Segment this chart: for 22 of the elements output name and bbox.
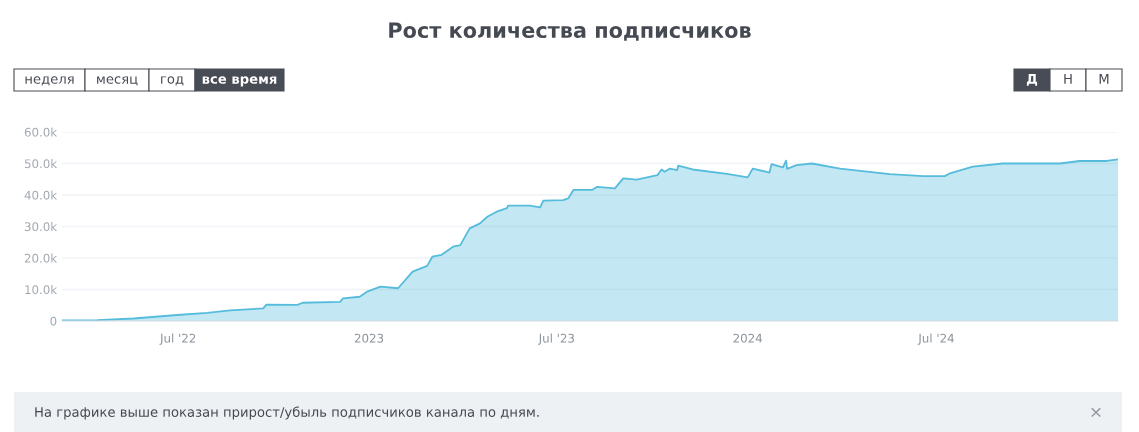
- x-tick-label: Jul '24: [917, 333, 954, 345]
- chart-title: Рост количества подписчиков: [389, 22, 751, 41]
- text: Д: [1026, 74, 1038, 86]
- x-tick-label: Jul '22: [159, 333, 196, 345]
- text: все время: [202, 76, 277, 87]
- x-tick-label: Jul '23: [538, 333, 574, 345]
- y-tick-label: 20.0k: [24, 253, 58, 263]
- text: месяц: [97, 76, 138, 86]
- y-tick-label: 10.0k: [25, 285, 58, 295]
- text: На графике выше показан прирост/убыль подписчиков канала по дням.: [35, 406, 539, 420]
- y-tick-label: 0: [50, 316, 57, 326]
- x-tick-label: 2024: [733, 333, 763, 343]
- y-tick-label: 30.0k: [24, 222, 58, 232]
- text: год: [161, 76, 184, 86]
- y-tick-label: 60.0k: [24, 127, 58, 137]
- text: Н: [1064, 74, 1072, 84]
- x-tick-label: 2023: [354, 333, 384, 343]
- text: неделя: [25, 76, 74, 86]
- y-tick-label: 40.0k: [24, 190, 58, 200]
- text: М: [1099, 74, 1109, 84]
- y-tick-label: 50.0k: [24, 159, 58, 169]
- text: ×: [1091, 407, 1101, 418]
